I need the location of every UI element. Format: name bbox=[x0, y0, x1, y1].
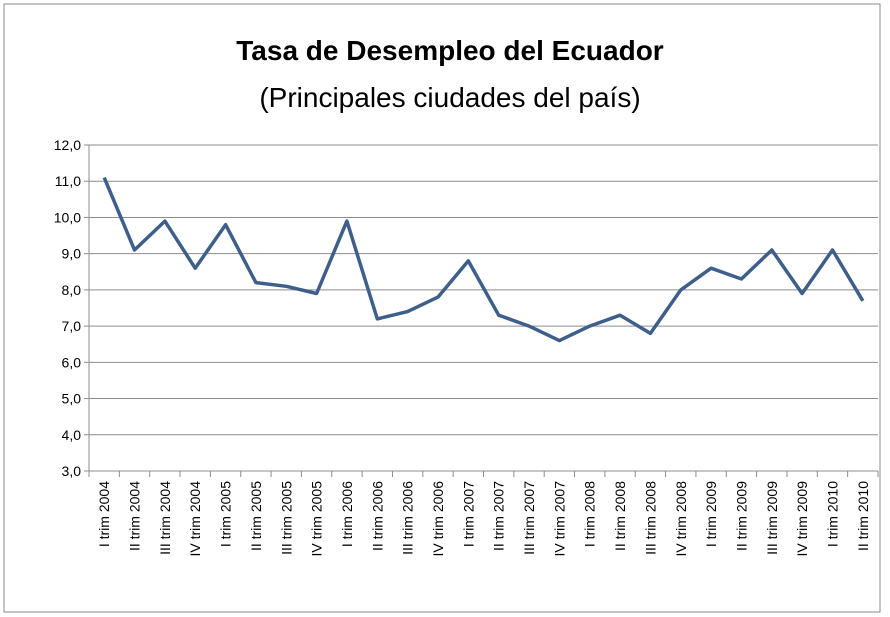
x-tick-label: I trim 2006 bbox=[339, 481, 355, 547]
x-tick-label: III trim 2006 bbox=[400, 481, 416, 555]
y-tick-label: 4,0 bbox=[62, 427, 82, 443]
y-tick-label: 10,0 bbox=[54, 209, 81, 225]
x-tick-label: II trim 2007 bbox=[491, 481, 507, 551]
chart-title: Tasa de Desempleo del Ecuador bbox=[236, 35, 664, 66]
x-tick-label: II trim 2005 bbox=[248, 481, 264, 551]
x-tick-label: II trim 2009 bbox=[733, 481, 749, 551]
y-tick-label: 6,0 bbox=[62, 354, 82, 370]
x-tick-label: I trim 2004 bbox=[96, 481, 112, 547]
data-line bbox=[102, 176, 865, 343]
x-tick-label: III trim 2009 bbox=[764, 481, 780, 555]
y-tick-label: 5,0 bbox=[62, 391, 82, 407]
x-tick-label: IV trim 2009 bbox=[794, 481, 810, 557]
x-tick-label: IV trim 2004 bbox=[187, 481, 203, 557]
x-tick-label: III trim 2008 bbox=[642, 481, 658, 555]
x-tick-label: II trim 2006 bbox=[369, 481, 385, 551]
x-tick-label: II trim 2008 bbox=[612, 481, 628, 551]
chart-subtitle: (Principales ciudades del país) bbox=[259, 82, 640, 113]
x-tick-label: III trim 2005 bbox=[278, 481, 294, 555]
y-tick-label: 11,0 bbox=[55, 173, 81, 189]
chart-frame bbox=[3, 3, 881, 613]
y-tick-label: 7,0 bbox=[62, 318, 82, 334]
x-tick-label: II trim 2010 bbox=[855, 481, 871, 551]
x-tick-label: IV trim 2005 bbox=[309, 481, 325, 557]
x-tick-label: III trim 2004 bbox=[157, 481, 173, 555]
y-tick-label: 8,0 bbox=[62, 282, 82, 298]
x-tick-label: III trim 2007 bbox=[521, 481, 537, 555]
x-tick-label: I trim 2009 bbox=[703, 481, 719, 547]
x-tick-label: II trim 2004 bbox=[127, 481, 143, 551]
x-tick-label: I trim 2007 bbox=[460, 481, 476, 547]
y-tick-label: 9,0 bbox=[62, 246, 82, 262]
x-tick-label: IV trim 2006 bbox=[430, 481, 446, 557]
x-tick-label: I trim 2010 bbox=[824, 481, 840, 547]
x-tick-label: I trim 2008 bbox=[582, 481, 598, 547]
y-tick-label: 12,0 bbox=[54, 137, 81, 153]
x-tick-label: IV trim 2008 bbox=[673, 481, 689, 557]
y-tick-label: 3,0 bbox=[62, 463, 82, 479]
x-tick-label: IV trim 2007 bbox=[551, 481, 567, 557]
x-tick-label: I trim 2005 bbox=[218, 481, 234, 547]
